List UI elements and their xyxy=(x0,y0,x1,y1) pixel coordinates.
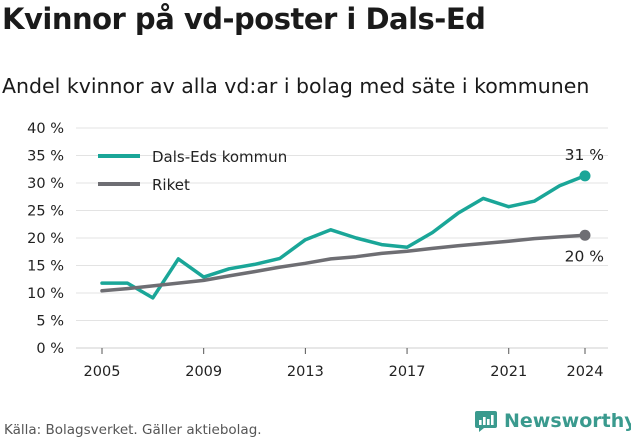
y-tick-label: 30 % xyxy=(27,176,64,192)
y-axis-ticks: 0 % 5 % 10 % 15 % 20 % 25 % 30 % 35 % 40 % xyxy=(27,121,64,357)
x-tick-label: 2013 xyxy=(287,364,324,380)
series-lines xyxy=(100,170,591,300)
legend-label: Riket xyxy=(152,176,190,194)
y-tick-label: 15 % xyxy=(27,259,64,275)
end-value-label: 20 % xyxy=(565,247,604,265)
end-point xyxy=(579,170,591,182)
newsworthy-logo-icon xyxy=(475,411,497,432)
series-line xyxy=(100,233,587,293)
series-line xyxy=(100,174,587,300)
source-note: Källa: Bolagsverket. Gäller aktiebolag. xyxy=(4,422,262,438)
y-tick-label: 0 % xyxy=(36,341,64,357)
legend: Dals-Eds kommun Riket xyxy=(98,148,287,194)
x-tick-label: 2021 xyxy=(490,364,527,380)
legend-label: Dals-Eds kommun xyxy=(152,148,287,166)
end-value-label: 31 % xyxy=(565,146,604,164)
x-tick-label: 2009 xyxy=(185,364,222,380)
brand-logo: Newsworthy xyxy=(474,409,631,433)
y-tick-label: 25 % xyxy=(27,204,64,220)
chart-title: Kvinnor på vd-poster i Dals-Ed xyxy=(2,2,486,36)
gridlines xyxy=(76,127,608,349)
end-labels: 31 % 20 % xyxy=(565,146,604,265)
end-point xyxy=(579,229,591,241)
y-tick-label: 5 % xyxy=(36,314,64,330)
chart-subtitle: Andel kvinnor av alla vd:ar i bolag med … xyxy=(2,74,590,98)
brand-name: Newsworthy xyxy=(504,410,631,432)
y-tick-label: 10 % xyxy=(27,286,64,302)
y-tick-label: 20 % xyxy=(27,231,64,247)
x-tick-label: 2017 xyxy=(389,364,426,380)
x-tick-label: 2024 xyxy=(567,364,604,380)
y-tick-label: 35 % xyxy=(27,149,64,165)
x-tick-label: 2005 xyxy=(84,364,121,380)
y-tick-label: 40 % xyxy=(27,121,64,137)
x-axis-ticks: 2005 2009 2013 2017 2021 2024 xyxy=(84,348,604,380)
